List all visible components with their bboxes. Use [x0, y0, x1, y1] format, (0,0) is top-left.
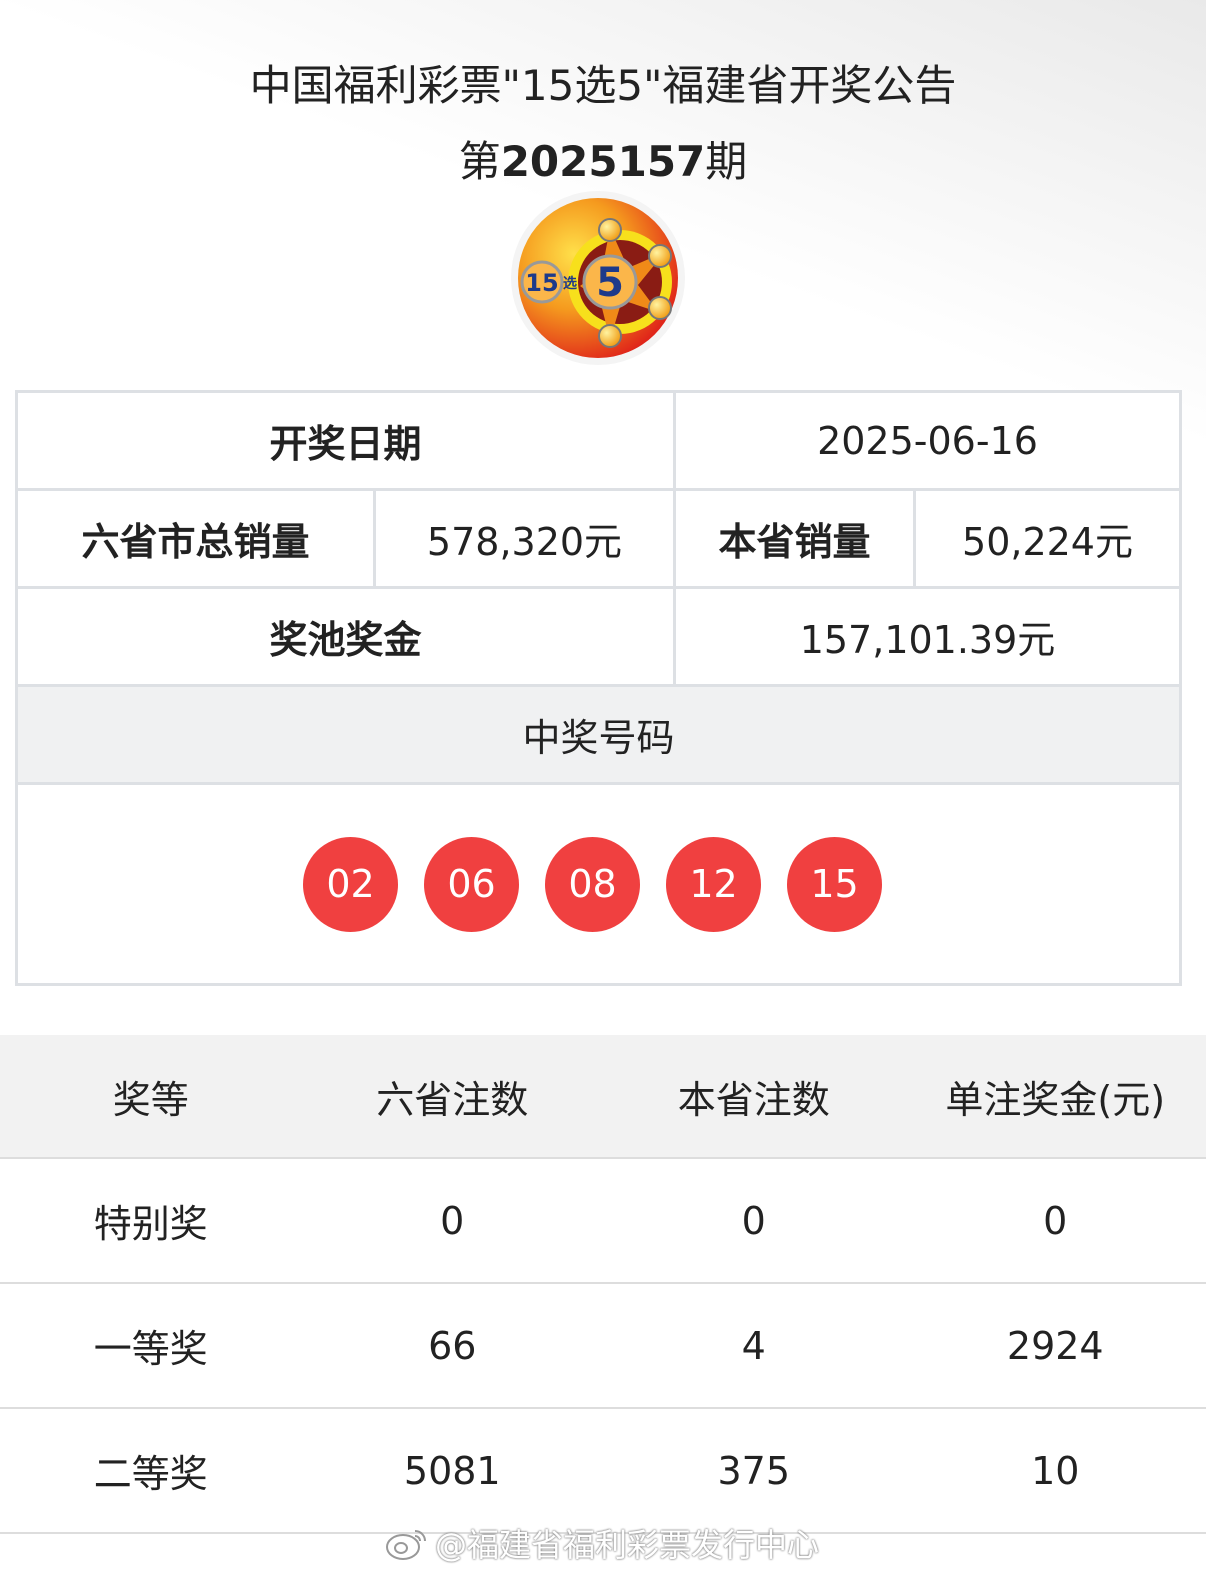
col-header: 奖等	[112, 1077, 189, 1122]
sales-row: 六省市总销量 578,320元 本省销量 50,224元	[18, 491, 1179, 589]
cell: 2924	[1006, 1323, 1104, 1368]
draw-date-row: 开奖日期 2025-06-16	[18, 393, 1179, 491]
page-title: 中国福利彩票"15选5"福建省开奖公告	[249, 61, 957, 110]
cell: 66	[428, 1323, 477, 1368]
svg-text:15: 15	[525, 269, 558, 297]
draw-date-value: 2025-06-16	[817, 418, 1038, 463]
cell: 0	[741, 1198, 766, 1243]
issue-number: 第2025157期	[0, 128, 1206, 189]
pool-label: 奖池奖金	[18, 589, 676, 684]
cell: 10	[1031, 1448, 1080, 1493]
cell: 0	[1043, 1198, 1068, 1243]
cell: 5081	[403, 1448, 501, 1493]
col-header: 本省注数	[677, 1077, 830, 1122]
number-ball: 06	[424, 836, 519, 932]
table-row: 特别奖 0 0 0	[0, 1159, 1206, 1284]
col-header: 单注奖金(元)	[945, 1077, 1166, 1122]
cell: 375	[717, 1448, 791, 1493]
province-sales-label: 本省销量	[676, 491, 916, 586]
table-row: 一等奖 66 4 2924	[0, 1284, 1206, 1409]
cell: 二等奖	[93, 1452, 208, 1496]
numbers-row: 02 06 08 12 15	[18, 785, 1179, 983]
issue-value: 2025157	[500, 137, 706, 186]
prize-table: 奖等 六省注数 本省注数 单注奖金(元) 特别奖 0 0 0 一等奖 66 4 …	[0, 1035, 1206, 1534]
table-row: 二等奖 5081 375 10	[0, 1409, 1206, 1534]
draw-info-table: 开奖日期 2025-06-16 六省市总销量 578,320元 本省销量 50,…	[15, 390, 1182, 986]
number-ball: 12	[666, 836, 761, 932]
number-ball: 02	[303, 836, 398, 932]
pool-value: 157,101.39元	[799, 618, 1056, 662]
prize-table-header: 奖等 六省注数 本省注数 单注奖金(元)	[0, 1035, 1206, 1159]
svg-text:5: 5	[596, 260, 624, 306]
winning-numbers-label: 中奖号码	[18, 687, 1179, 782]
cell: 一等奖	[93, 1327, 208, 1371]
province-sales-value: 50,224元	[962, 520, 1133, 564]
cell: 特别奖	[93, 1202, 208, 1246]
winning-numbers: 02 06 08 12 15	[18, 785, 1179, 983]
issue-prefix: 第	[458, 137, 501, 186]
pool-row: 奖池奖金 157,101.39元	[18, 589, 1179, 687]
weibo-icon	[386, 1530, 426, 1560]
watermark: @福建省福利彩票发行中心	[385, 1520, 819, 1566]
issue-suffix: 期	[705, 137, 748, 186]
number-ball: 08	[545, 836, 640, 932]
watermark-text: @福建省福利彩票发行中心	[435, 1526, 820, 1564]
col-header: 六省注数	[376, 1077, 529, 1122]
cell: 4	[741, 1323, 766, 1368]
lottery-logo: 15 选 5	[511, 191, 685, 365]
svg-text:选: 选	[563, 275, 577, 292]
total-sales-label: 六省市总销量	[18, 491, 376, 586]
total-sales-value: 578,320元	[376, 491, 676, 586]
cell: 0	[440, 1198, 465, 1243]
draw-date-label: 开奖日期	[18, 393, 676, 488]
number-ball: 15	[787, 836, 882, 932]
numbers-header-row: 中奖号码	[18, 687, 1179, 785]
